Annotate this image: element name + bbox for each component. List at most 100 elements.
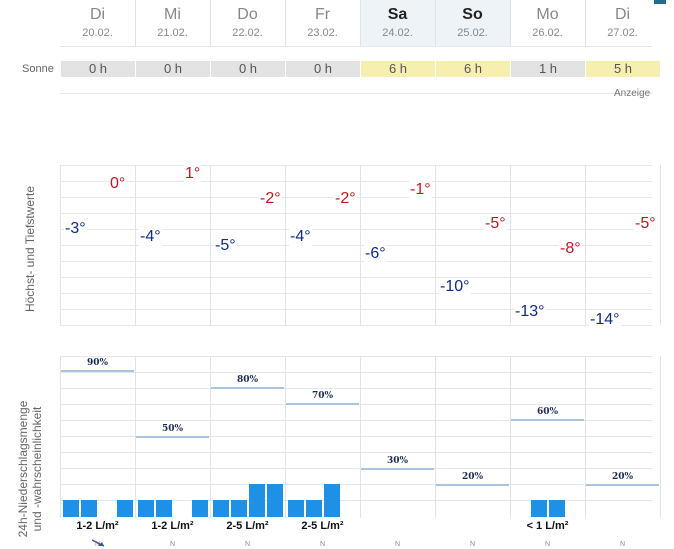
- day-name: Di: [614, 6, 631, 23]
- sun-hours-cell: 1 h: [511, 61, 585, 77]
- low-temp-label: -6°: [364, 244, 387, 263]
- high-temp-label: -1°: [409, 181, 432, 200]
- day-date: 23.02.: [307, 27, 338, 39]
- probability-label: 70%: [311, 390, 334, 401]
- high-temp-label: -2°: [259, 189, 282, 208]
- precip-column-divider: [210, 356, 211, 518]
- header-divider: [435, 0, 436, 46]
- day-name: Do: [237, 6, 258, 23]
- temp-column-divider: [510, 165, 511, 325]
- wind-direction-label: N: [469, 541, 476, 548]
- high-temp-label: -8°: [559, 239, 582, 258]
- probability-line: [436, 484, 509, 487]
- precip-column-divider: [660, 356, 661, 518]
- ad-label: Anzeige: [614, 88, 651, 99]
- precipitation-bar: [306, 500, 322, 517]
- header-rule: [60, 93, 652, 94]
- precipitation-amount: 2-5 L/m²: [226, 520, 269, 532]
- precipitation-bar: [63, 500, 79, 517]
- header-divider: [510, 0, 511, 46]
- low-temp-label: -13°: [514, 303, 546, 321]
- temperature-axis-label: Höchst- und Tiefstwerte: [23, 185, 37, 313]
- sun-hours-cell: 6 h: [436, 61, 510, 77]
- wind-direction-label: N: [94, 541, 101, 548]
- precipitation-bar: [156, 500, 172, 517]
- header-divider: [210, 0, 211, 46]
- wind-direction-label: N: [544, 541, 551, 548]
- low-temp-label: -4°: [289, 228, 312, 247]
- probability-line: [361, 468, 434, 471]
- sun-hours-cell: 0 h: [61, 61, 135, 77]
- probability-label: 60%: [536, 407, 559, 418]
- precip-gridline: [60, 388, 652, 389]
- temp-column-divider: [285, 165, 286, 325]
- low-temp-label: -3°: [64, 220, 87, 238]
- precipitation-amount: 2-5 L/m²: [301, 520, 344, 532]
- day-column-1: Mi 21.02.: [135, 0, 210, 46]
- temp-gridline: [60, 261, 652, 262]
- probability-line: [211, 386, 284, 389]
- precipitation-bar: [213, 500, 229, 517]
- header-divider: [285, 0, 286, 46]
- high-temp-label: 1°: [184, 164, 202, 183]
- wind-direction-label: N: [169, 541, 176, 548]
- precipitation-amount: 1-2 L/m²: [151, 520, 194, 532]
- probability-label: 20%: [461, 472, 484, 483]
- precipitation-bar: [81, 500, 97, 517]
- precipitation-axis-label: 24h-Niederschlagsmenge und -wahrscheinli…: [16, 389, 44, 549]
- temp-column-divider: [435, 165, 436, 325]
- precip-gridline: [60, 484, 652, 485]
- precipitation-amount: < 1 L/m²: [526, 520, 569, 532]
- day-date: 21.02.: [157, 27, 188, 39]
- temp-column-divider: [60, 165, 61, 325]
- low-temp-label: -5°: [214, 236, 237, 255]
- low-temp-label: -10°: [439, 278, 471, 297]
- precip-gridline: [60, 436, 652, 437]
- day-column-3: Fr 23.02.: [285, 0, 360, 46]
- day-name: Mi: [164, 6, 181, 23]
- temp-gridline: [60, 277, 652, 278]
- precip-gridline: [60, 452, 652, 453]
- low-temp-label: -14°: [589, 311, 621, 330]
- precipitation-bar: [231, 500, 247, 517]
- precipitation-bar: [531, 500, 547, 517]
- temp-column-divider: [360, 165, 361, 325]
- header-divider: [585, 0, 586, 46]
- temp-column-divider: [210, 165, 211, 325]
- probability-line: [511, 419, 584, 422]
- day-date: 24.02.: [382, 27, 413, 39]
- precipitation-axis-label-line1: 24h-Niederschlagsmenge: [16, 400, 30, 538]
- precipitation-bar: [267, 484, 283, 517]
- probability-label: 90%: [86, 358, 109, 369]
- corner-accent: [654, 0, 666, 4]
- precip-column-divider: [585, 356, 586, 518]
- temp-column-divider: [135, 165, 136, 325]
- precipitation-bar: [192, 500, 208, 517]
- temp-column-divider: [660, 165, 661, 325]
- day-date: 20.02.: [82, 27, 113, 39]
- wind-direction-label: N: [394, 541, 401, 548]
- temp-gridline: [60, 165, 652, 166]
- probability-label: 50%: [161, 423, 184, 434]
- precip-column-divider: [435, 356, 436, 518]
- day-column-4: Sa 24.02.: [360, 0, 435, 46]
- probability-line: [136, 435, 209, 438]
- day-date: 26.02.: [532, 27, 563, 39]
- sun-hours-cell: 6 h: [361, 61, 435, 77]
- precipitation-amount: 1-2 L/m²: [76, 520, 119, 532]
- precip-column-divider: [285, 356, 286, 518]
- day-name: Fr: [314, 6, 331, 23]
- precip-gridline: [60, 420, 652, 421]
- day-name: Di: [89, 6, 106, 23]
- precipitation-axis-label-line2: und -wahrscheinlichkeit: [30, 406, 44, 532]
- precip-column-divider: [135, 356, 136, 518]
- high-temp-label: -5°: [634, 214, 657, 233]
- precipitation-bar: [324, 484, 340, 517]
- high-temp-label: -5°: [484, 214, 507, 233]
- temp-gridline: [60, 325, 652, 326]
- high-temp-label: -2°: [334, 189, 357, 208]
- probability-line: [586, 484, 659, 487]
- precip-gridline: [60, 468, 652, 469]
- low-temp-label: -4°: [139, 228, 162, 247]
- wind-direction-icon: [91, 539, 105, 547]
